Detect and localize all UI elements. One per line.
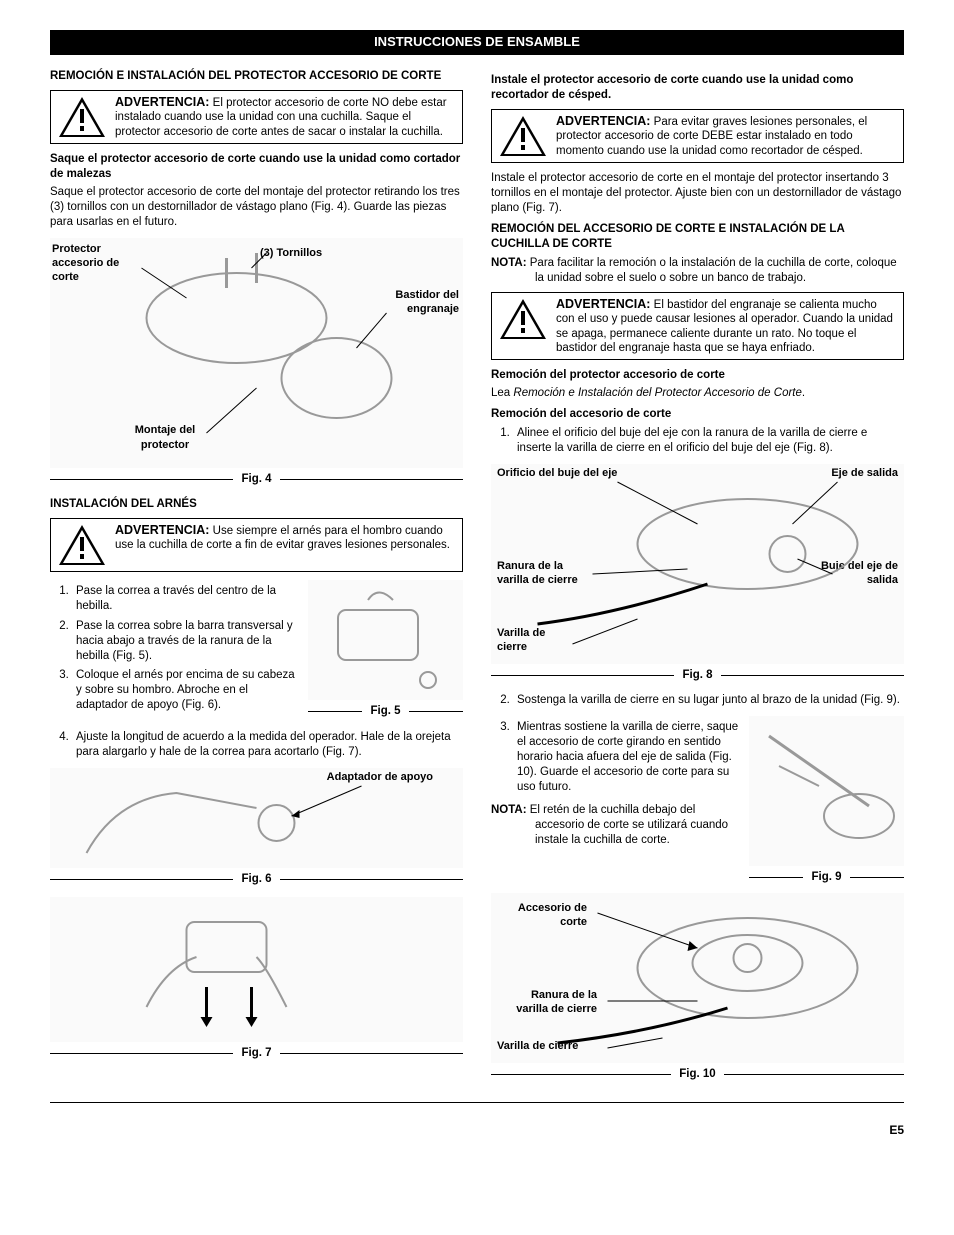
- figure-label: Fig. 10: [679, 1067, 715, 1082]
- figure-7: Fig. 7: [50, 897, 463, 1061]
- sub-heading: Remoción del protector accesorio de cort…: [491, 368, 904, 383]
- paragraph: Instale el protector accesorio de corte …: [491, 171, 904, 216]
- ordered-list: Mientras sostiene la varilla de cierre, …: [491, 720, 739, 795]
- header-bar: INSTRUCCIONES DE ENSAMBLE: [50, 30, 904, 55]
- figure-5-svg: [308, 580, 463, 700]
- figure-8: Orificio del buje del eje Eje de salida …: [491, 464, 904, 683]
- list-item: Mientras sostiene la varilla de cierre, …: [513, 720, 739, 795]
- figure-6-image: Adaptador de apoyo: [50, 768, 463, 868]
- figure-label: Fig. 4: [241, 472, 271, 487]
- nota: NOTA: Para facilitar la remoción o la in…: [491, 256, 904, 286]
- warning-icon: [57, 95, 107, 139]
- figure-separator: Fig. 9: [749, 870, 904, 885]
- page-number: E5: [50, 1123, 904, 1139]
- figure-6: Adaptador de apoyo Fig. 6: [50, 768, 463, 887]
- italic-ref: Remoción e Instalación del Protector Acc…: [513, 387, 802, 399]
- warning-text: ADVERTENCIA: Use siempre el arnés para e…: [115, 523, 456, 553]
- warning-text: ADVERTENCIA: El protector accesorio de c…: [115, 95, 456, 139]
- list-item: Sostenga la varilla de cierre en su luga…: [513, 693, 904, 708]
- figure-separator: Fig. 4: [50, 472, 463, 487]
- sub-heading: Remoción del accesorio de corte: [491, 407, 904, 422]
- figure-8-image: Orificio del buje del eje Eje de salida …: [491, 464, 904, 664]
- figure-label: Fig. 5: [370, 704, 400, 719]
- figure-8-svg: [491, 464, 904, 664]
- warning-text: ADVERTENCIA: Para evitar graves lesiones…: [556, 114, 897, 158]
- list-item: Coloque el arnés por encima de su cabeza…: [72, 668, 298, 713]
- figure-6-svg: [50, 768, 463, 868]
- figure-9-image: [749, 716, 904, 866]
- section-heading: REMOCIÓN DEL ACCESORIO DE CORTE E INSTAL…: [491, 222, 904, 252]
- section-heading: INSTALACIÓN DEL ARNÉS: [50, 497, 463, 512]
- nota-body: El retén de la cuchilla debajo del acces…: [530, 804, 728, 846]
- figure-7-svg: [50, 897, 463, 1042]
- warning-icon: [57, 523, 107, 567]
- paragraph: Lea Remoción e Instalación del Protector…: [491, 386, 904, 401]
- figure-separator: Fig. 8: [491, 668, 904, 683]
- list-item: Pase la correa sobre la barra transversa…: [72, 619, 298, 664]
- warning-label: ADVERTENCIA:: [115, 523, 209, 537]
- figure-label: Fig. 6: [241, 872, 271, 887]
- figure-separator: Fig. 5: [308, 704, 463, 719]
- step3-block: Mientras sostiene la varilla de cierre, …: [491, 716, 739, 854]
- figure-separator: Fig. 6: [50, 872, 463, 887]
- nota: NOTA: El retén de la cuchilla debajo del…: [491, 803, 739, 848]
- figure-separator: Fig. 7: [50, 1046, 463, 1061]
- left-column: REMOCIÓN E INSTALACIÓN DEL PROTECTOR ACC…: [50, 69, 463, 1092]
- warning-icon: [498, 114, 548, 158]
- steps-fig5-row: Pase la correa a través del centro de la…: [50, 580, 463, 727]
- warning-label: ADVERTENCIA:: [115, 95, 209, 109]
- warning-box: ADVERTENCIA: Use siempre el arnés para e…: [50, 518, 463, 572]
- list-item: Ajuste la longitud de acuerdo a la medid…: [72, 730, 463, 760]
- figure-4-svg: [50, 238, 463, 468]
- figure-9: Fig. 9: [749, 716, 904, 885]
- ordered-list: Sostenga la varilla de cierre en su luga…: [491, 693, 904, 708]
- sub-heading: Saque el protector accesorio de corte cu…: [50, 152, 463, 182]
- warning-box: ADVERTENCIA: Para evitar graves lesiones…: [491, 109, 904, 163]
- sub-heading: Instale el protector accesorio de corte …: [491, 73, 904, 103]
- figure-9-svg: [749, 716, 904, 866]
- warning-label: ADVERTENCIA:: [556, 297, 650, 311]
- figure-10: Accesorio de corte Ranura de la varilla …: [491, 893, 904, 1082]
- paragraph: Saque el protector accesorio de corte de…: [50, 185, 463, 230]
- section-heading: REMOCIÓN E INSTALACIÓN DEL PROTECTOR ACC…: [50, 69, 463, 84]
- text: Lea: [491, 387, 513, 399]
- text: .: [802, 387, 805, 399]
- warning-icon: [498, 297, 548, 341]
- figure-7-image: [50, 897, 463, 1042]
- nota-label: NOTA:: [491, 257, 527, 269]
- step3-fig9-row: Mientras sostiene la varilla de cierre, …: [491, 716, 904, 885]
- list-item: Pase la correa a través del centro de la…: [72, 584, 298, 614]
- figure-10-svg: [491, 893, 904, 1063]
- figure-label: Fig. 7: [241, 1046, 271, 1061]
- figure-10-image: Accesorio de corte Ranura de la varilla …: [491, 893, 904, 1063]
- warning-text: ADVERTENCIA: El bastidor del engranaje s…: [556, 297, 897, 356]
- columns: REMOCIÓN E INSTALACIÓN DEL PROTECTOR ACC…: [50, 69, 904, 1092]
- figure-label: Fig. 8: [682, 668, 712, 683]
- list-item: Alinee el orificio del buje del eje con …: [513, 426, 904, 456]
- warning-box: ADVERTENCIA: El bastidor del engranaje s…: [491, 292, 904, 361]
- figure-label: Fig. 9: [811, 870, 841, 885]
- ordered-list: Alinee el orificio del buje del eje con …: [491, 426, 904, 456]
- figure-5: Fig. 5: [308, 580, 463, 719]
- nota-body: Para facilitar la remoción o la instalac…: [530, 257, 897, 284]
- figure-4: Protector accesorio de corte (3) Tornill…: [50, 238, 463, 487]
- footer-divider: [50, 1102, 904, 1103]
- ordered-list: Ajuste la longitud de acuerdo a la medid…: [50, 730, 463, 760]
- ordered-list: Pase la correa a través del centro de la…: [50, 584, 298, 719]
- figure-4-image: Protector accesorio de corte (3) Tornill…: [50, 238, 463, 468]
- figure-separator: Fig. 10: [491, 1067, 904, 1082]
- figure-5-image: [308, 580, 463, 700]
- nota-label: NOTA:: [491, 804, 527, 816]
- right-column: Instale el protector accesorio de corte …: [491, 69, 904, 1092]
- warning-box: ADVERTENCIA: El protector accesorio de c…: [50, 90, 463, 144]
- warning-label: ADVERTENCIA:: [556, 114, 650, 128]
